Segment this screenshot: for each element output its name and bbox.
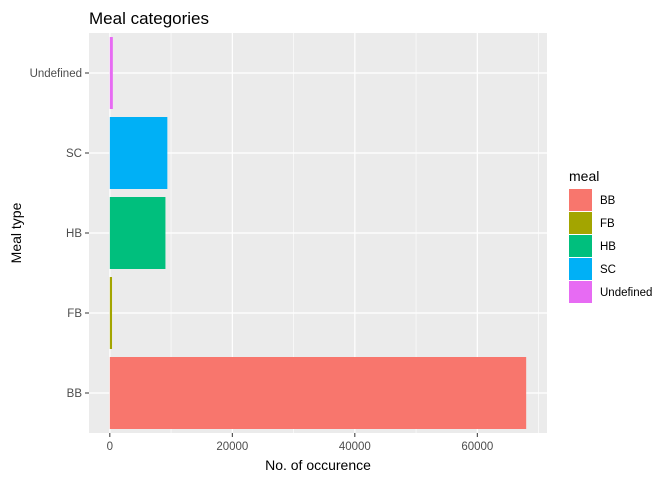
bar-fb — [109, 277, 113, 349]
legend: meal BB FB HB SC Undefined — [569, 168, 652, 303]
legend-items: BB FB HB SC Undefined — [569, 189, 652, 303]
legend-label: BB — [600, 195, 616, 207]
x-axis-ticks: 0 20000 40000 60000 — [107, 433, 493, 453]
x-tick-label: 20000 — [216, 441, 248, 453]
y-tick-label: BB — [67, 388, 83, 400]
legend-label: Undefined — [600, 287, 652, 299]
legend-swatch — [569, 189, 592, 211]
legend-label: FB — [600, 218, 615, 230]
legend-label: SC — [600, 264, 616, 276]
x-tick-label: 0 — [107, 441, 113, 453]
legend-title: meal — [569, 168, 599, 184]
bar-bb — [109, 357, 527, 429]
bars — [109, 37, 527, 429]
y-tick-label: HB — [66, 228, 82, 240]
legend-label: HB — [600, 241, 616, 253]
bar-hb — [109, 197, 166, 269]
y-axis-title: Meal type — [8, 202, 24, 263]
y-tick-label: Undefined — [30, 68, 82, 80]
bar-undefined — [109, 37, 113, 109]
bar-sc — [109, 117, 168, 189]
x-tick-label: 60000 — [461, 441, 493, 453]
legend-swatch — [569, 258, 592, 280]
legend-swatch — [569, 281, 592, 303]
x-axis-title: No. of occurence — [265, 457, 371, 473]
legend-swatch — [569, 212, 592, 234]
x-tick-label: 40000 — [339, 441, 371, 453]
y-tick-label: SC — [66, 148, 82, 160]
y-axis-ticks: BB FB HB SC Undefined — [30, 68, 89, 400]
y-tick-label: FB — [67, 308, 82, 320]
legend-swatch — [569, 235, 592, 257]
chart-title: Meal categories — [89, 9, 209, 28]
